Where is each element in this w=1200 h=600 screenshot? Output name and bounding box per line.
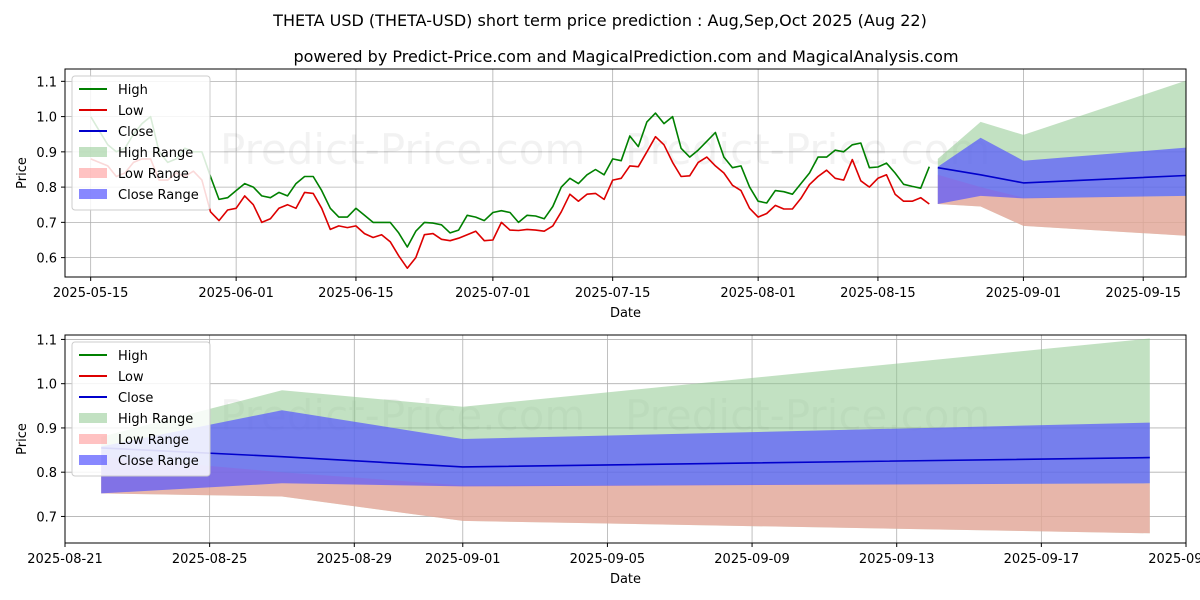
- x-tick-label: 2025-06-01: [198, 286, 274, 301]
- y-tick-label: 1.1: [36, 333, 57, 348]
- low-range-band: [101, 456, 1150, 534]
- legend-label-low: Low: [118, 104, 144, 119]
- low-range-band: [937, 174, 1186, 236]
- y-tick-label: 1.0: [36, 111, 57, 126]
- plot-area: Predict-Price.comPredict-Price.comPredic…: [65, 338, 1150, 590]
- high-line: [90, 112, 931, 248]
- legend-swatch-low-range: [79, 168, 107, 178]
- bottom-panel: Predict-Price.comPredict-Price.comPredic…: [15, 333, 1200, 590]
- x-tick-label: 2025-09-09: [714, 552, 790, 567]
- chart-title: THETA USD (THETA-USD) short term price p…: [272, 11, 927, 30]
- legend-label-high: High: [118, 349, 148, 364]
- close-range-band: [937, 137, 1186, 204]
- legend: High Low Close High Range Low Range Close Ran…: [71, 341, 211, 477]
- top-panel: Predict-Price.com Predict-Price.com Predic…: [15, 68, 1187, 324]
- y-tick-label: 0.6: [36, 252, 57, 267]
- legend-label-high-range: High Range: [118, 146, 193, 161]
- x-axis-label: Date: [610, 306, 641, 321]
- x-tick-label: 2025-08-29: [317, 552, 393, 567]
- x-tick-label: 2025-08-01: [720, 286, 796, 301]
- watermark-text: Predict-Price.com: [220, 125, 585, 174]
- close-line: [937, 166, 1186, 184]
- y-tick-label: 0.9: [36, 422, 57, 437]
- watermark-text: Predict-Price.com: [220, 275, 585, 324]
- x-tick-label: 2025-09-15: [1105, 286, 1181, 301]
- y-tick-label: 0.8: [36, 466, 57, 481]
- legend-label-high: High: [118, 83, 148, 98]
- watermark-text: Predict-Price.com: [625, 125, 990, 174]
- close-range-band: [101, 410, 1150, 494]
- x-tick-label: 2025-09-01: [425, 552, 501, 567]
- legend-label-high-range: High Range: [118, 412, 193, 427]
- legend-label-low-range: Low Range: [118, 167, 189, 182]
- y-tick-label: 1.1: [36, 75, 57, 90]
- legend-label-close: Close: [118, 125, 153, 140]
- x-tick-label: 2025-07-01: [455, 286, 531, 301]
- watermark-text: Predict-Price.com: [625, 541, 990, 590]
- legend-label-close-range: Close Range: [118, 454, 199, 469]
- legend-label-low: Low: [118, 370, 144, 385]
- legend: High Low Close High Range Low Range Close Ran…: [71, 75, 211, 211]
- legend-swatch-low-range: [79, 434, 107, 444]
- x-tick-label: 2025-08-25: [172, 552, 248, 567]
- legend-swatch-close-range: [79, 189, 107, 199]
- x-tick-label: 2025-09-21: [1148, 552, 1200, 567]
- y-tick-label: 0.7: [36, 510, 57, 525]
- x-axis-label: Date: [610, 572, 641, 587]
- y-axis-label: Price: [15, 157, 30, 189]
- x-tick-label: 2025-06-15: [318, 286, 394, 301]
- legend-label-close: Close: [118, 391, 153, 406]
- low-line: [90, 135, 930, 269]
- x-tick-label: 2025-09-13: [859, 552, 935, 567]
- y-tick-label: 0.8: [36, 181, 57, 196]
- legend-label-close-range: Close Range: [118, 188, 199, 203]
- y-tick-label: 0.9: [36, 146, 57, 161]
- legend-swatch-close-range: [79, 455, 107, 465]
- x-tick-label: 2025-05-15: [53, 286, 129, 301]
- y-tick-label: 1.0: [36, 378, 57, 393]
- x-tick-label: 2025-08-21: [27, 552, 103, 567]
- y-axis-label: Price: [15, 423, 30, 455]
- x-tick-label: 2025-09-01: [986, 286, 1062, 301]
- legend-swatch-high-range: [79, 413, 107, 423]
- x-tick-label: 2025-09-05: [570, 552, 646, 567]
- plot-area: Predict-Price.com Predict-Price.com Predic…: [90, 80, 1186, 324]
- chart-subtitle: powered by Predict-Price.com and Magical…: [293, 47, 958, 66]
- x-tick-label: 2025-07-15: [575, 286, 651, 301]
- axes-frame: [64, 68, 1187, 278]
- watermark-text: Predict-Price.com: [625, 275, 990, 324]
- legend-label-low-range: Low Range: [118, 433, 189, 448]
- x-tick-label: 2025-09-17: [1004, 552, 1080, 567]
- watermark-text: Predict-Price.com: [220, 541, 585, 590]
- y-tick-label: 0.7: [36, 216, 57, 231]
- axes-frame: [64, 334, 1187, 544]
- legend-swatch-high-range: [79, 147, 107, 157]
- x-tick-label: 2025-08-15: [840, 286, 916, 301]
